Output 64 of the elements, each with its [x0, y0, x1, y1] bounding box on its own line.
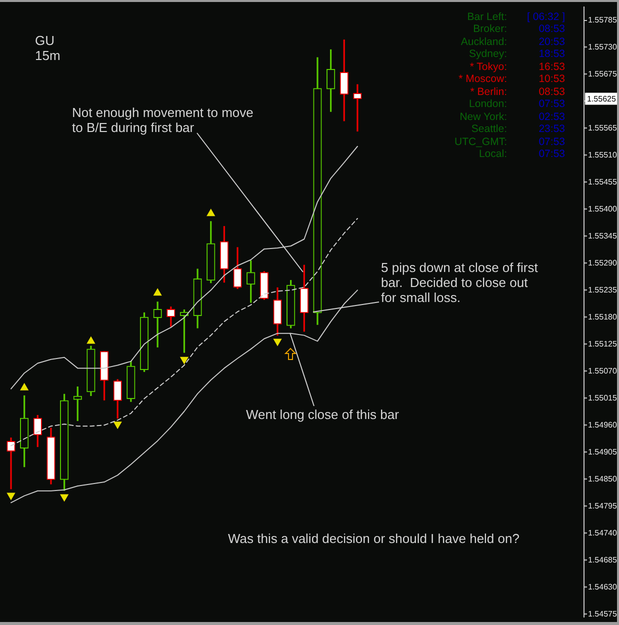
annotation: Was this a valid decision or should I have held on?: [228, 531, 520, 546]
annotation: 08:53: [538, 23, 565, 36]
y-tick-label: 1.55785: [588, 15, 618, 24]
point: [60, 494, 68, 502]
annotation: Went long close of this bar: [246, 407, 400, 422]
y-tick-label: 1.55015: [588, 393, 618, 402]
annotation: * Tokyo:: [470, 60, 507, 73]
y-tick-label: 1.54630: [588, 582, 618, 592]
point: [154, 288, 162, 296]
annotation: 18:53: [538, 48, 565, 60]
annotation: Broker:: [473, 23, 507, 36]
annotation: 1.55625: [587, 94, 616, 104]
y-tick-label: 1.54960: [588, 420, 618, 430]
annotation: New York:: [460, 110, 507, 123]
annotation: UTC_GMT:: [454, 136, 507, 148]
annotation: * Berlin:: [470, 86, 507, 98]
y-tick-label: 1.55290: [588, 258, 618, 268]
y-tick-label: 1.54575: [588, 609, 618, 618]
annotation: Auckland:: [460, 36, 507, 48]
annotation: Sydney:: [469, 48, 507, 60]
y-tick-label: 1.55455: [588, 177, 618, 186]
y-tick-label: 1.54795: [588, 501, 618, 510]
point: [180, 356, 188, 364]
annotation: 23:53: [538, 123, 565, 136]
annotation: 16:53: [538, 60, 565, 73]
point: [86, 336, 95, 344]
y-tick-label: 1.55070: [588, 366, 618, 376]
annotation: * Moscow:: [458, 73, 507, 86]
annotation: London:: [469, 98, 507, 110]
y-tick-label: 1.54740: [588, 528, 618, 538]
text: GU: [35, 33, 54, 48]
y-tick-label: 1.55730: [588, 42, 618, 52]
annotation: 07:53: [538, 98, 565, 110]
annotation: 07:53: [538, 148, 565, 160]
point: [274, 338, 282, 346]
point: [7, 492, 15, 500]
point: [20, 383, 28, 390]
annotation: 10:53: [538, 73, 565, 86]
annotation: Bar Left:: [467, 11, 507, 23]
y-tick-label: 1.55565: [588, 123, 618, 132]
candlestick: [353, 84, 362, 132]
annotation: 02:53: [538, 110, 565, 123]
annotation: Local:: [478, 148, 507, 160]
y-tick-label: 1.55235: [588, 285, 618, 294]
text: 15m: [35, 48, 60, 63]
y-tick-label: 1.55180: [588, 312, 618, 322]
y-tick-label: 1.54850: [588, 474, 618, 484]
y-tick-label: 1.55675: [588, 69, 618, 78]
candlestick: [6, 438, 16, 490]
annotation: 08:53: [538, 86, 565, 98]
y-tick-label: 1.55345: [588, 231, 618, 240]
annotation: 5 pips down at close of first bar. Decided to close out for small loss.: [381, 260, 539, 305]
y-tick-label: 1.54685: [588, 555, 618, 564]
y-tick-label: 1.55510: [588, 150, 618, 160]
y-tick-label: 1.55125: [588, 339, 618, 348]
y-tick-label: 1.55400: [588, 204, 618, 214]
annotation: Not enough movement to move to B/E during first bar: [72, 105, 254, 135]
annotation: [ 06:32 ]: [527, 11, 565, 23]
annotation: Seattle:: [471, 123, 507, 136]
annotation: 07:53: [538, 136, 565, 148]
point: [206, 209, 215, 216]
annotation: 20:53: [538, 36, 565, 48]
point: [114, 422, 122, 429]
y-tick-label: 1.54905: [588, 447, 618, 456]
